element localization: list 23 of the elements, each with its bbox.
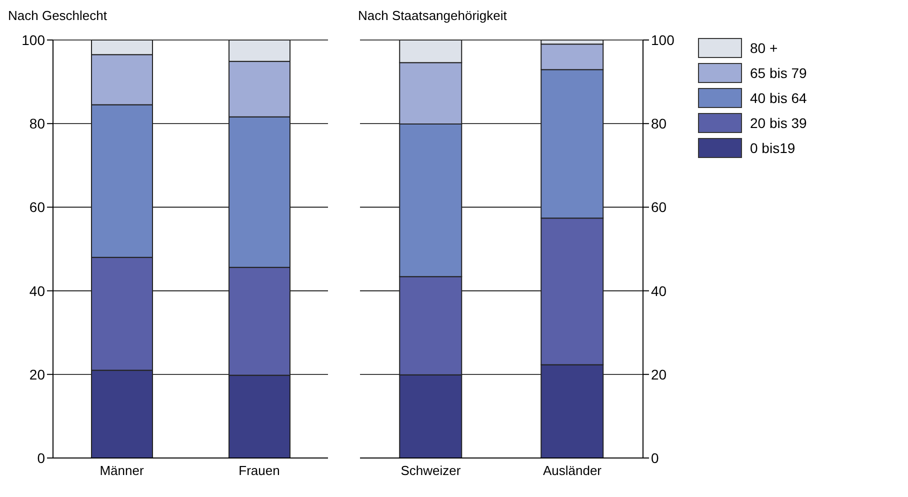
- chart-title: Nach Geschlecht: [8, 8, 108, 25]
- legend-label: 0 bis19: [750, 140, 796, 156]
- y2-tick-label: 40: [651, 282, 667, 299]
- legend-label: 20 bis 39: [750, 115, 807, 131]
- y-tick-label: 60: [29, 199, 46, 216]
- y2-tick-label: 60: [651, 199, 667, 216]
- x-tick-label: Männer: [100, 463, 144, 478]
- x-tick-label: Ausländer: [542, 463, 602, 478]
- chart-title: Nach Staatsangehörigkeit: [358, 8, 508, 25]
- y2-tick-label: 20: [651, 366, 667, 382]
- x-tick-label: Schweizer: [400, 463, 462, 478]
- y-tick-label: 100: [22, 32, 46, 48]
- legend-label: 80 +: [750, 40, 778, 56]
- y-tick-label: 20: [29, 366, 46, 382]
- x-tick-label: Frauen: [238, 463, 280, 478]
- y2-tick-label: 100: [651, 32, 675, 48]
- y-tick-label: 0: [37, 450, 46, 466]
- y2-tick-label: 0: [651, 450, 659, 466]
- y-tick-label: 80: [29, 116, 46, 132]
- legend-label: 65 bis 79: [750, 65, 807, 81]
- y2-tick-label: 80: [651, 116, 667, 132]
- y-tick-label: 40: [29, 282, 46, 299]
- legend-label: 40 bis 64: [750, 90, 807, 106]
